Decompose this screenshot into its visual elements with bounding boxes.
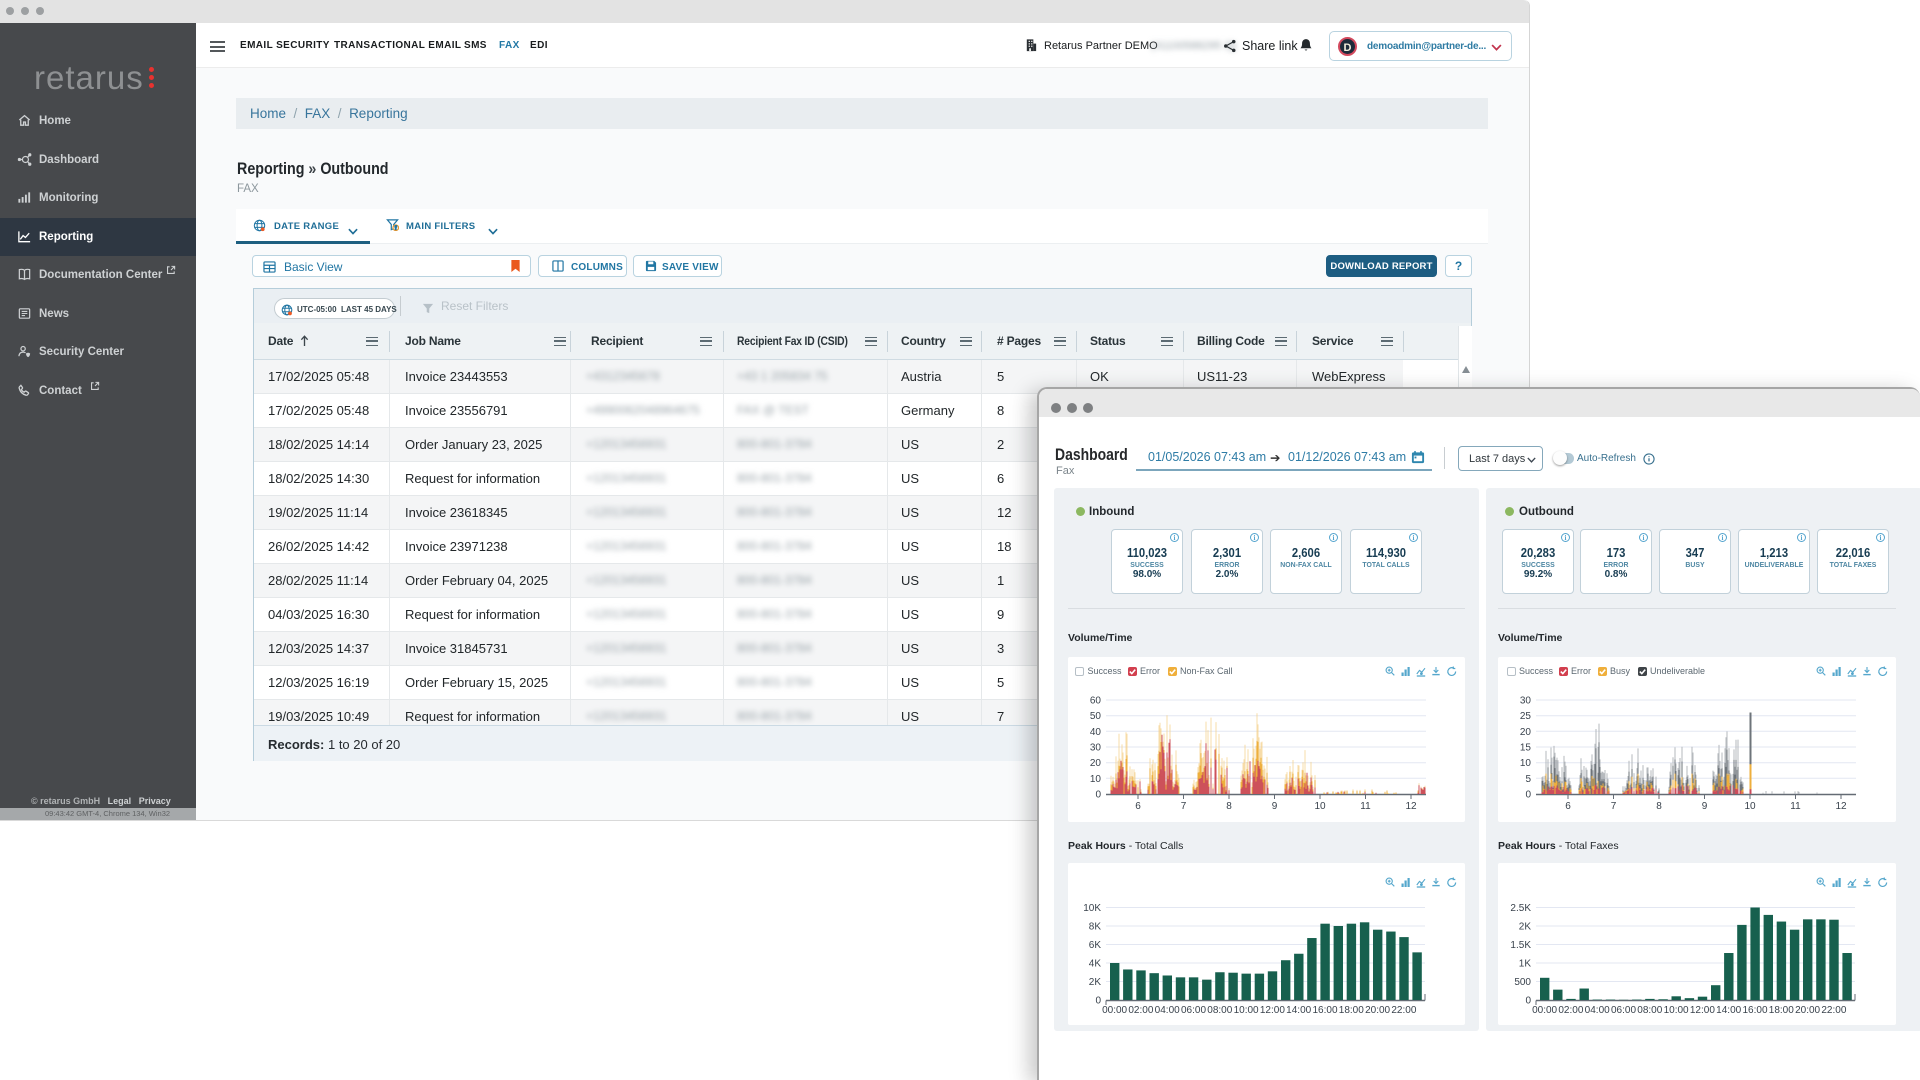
- svg-text:0: 0: [1525, 790, 1531, 801]
- svg-text:8: 8: [1226, 801, 1232, 812]
- svg-text:02:00: 02:00: [1558, 1005, 1583, 1016]
- svg-text:25: 25: [1520, 711, 1532, 722]
- svg-text:12:00: 12:00: [1260, 1005, 1285, 1016]
- svg-text:10:00: 10:00: [1664, 1005, 1689, 1016]
- svg-text:7: 7: [1181, 801, 1187, 812]
- svg-text:02:00: 02:00: [1128, 1005, 1153, 1016]
- svg-text:10: 10: [1090, 774, 1102, 785]
- svg-text:30: 30: [1090, 743, 1102, 754]
- svg-text:20:00: 20:00: [1365, 1005, 1390, 1016]
- svg-text:12: 12: [1835, 801, 1847, 812]
- svg-text:08:00: 08:00: [1207, 1005, 1232, 1016]
- svg-text:04:00: 04:00: [1155, 1005, 1180, 1016]
- svg-text:500: 500: [1514, 977, 1531, 988]
- svg-text:18:00: 18:00: [1769, 1005, 1794, 1016]
- svg-text:00:00: 00:00: [1532, 1005, 1557, 1016]
- svg-text:22:00: 22:00: [1821, 1005, 1846, 1016]
- svg-text:20: 20: [1090, 758, 1102, 769]
- svg-text:40: 40: [1090, 727, 1102, 738]
- svg-text:10K: 10K: [1083, 903, 1101, 914]
- svg-text:10:00: 10:00: [1234, 1005, 1259, 1016]
- svg-text:2K: 2K: [1519, 922, 1532, 933]
- svg-text:6K: 6K: [1089, 940, 1102, 951]
- svg-text:22:00: 22:00: [1391, 1005, 1416, 1016]
- svg-text:16:00: 16:00: [1742, 1005, 1767, 1016]
- svg-text:9: 9: [1272, 801, 1278, 812]
- svg-text:15: 15: [1520, 743, 1532, 754]
- svg-text:20: 20: [1520, 727, 1532, 738]
- svg-text:7: 7: [1611, 801, 1617, 812]
- svg-text:12: 12: [1405, 801, 1417, 812]
- svg-text:8K: 8K: [1089, 922, 1102, 933]
- svg-text:6: 6: [1565, 801, 1571, 812]
- svg-text:2K: 2K: [1089, 977, 1102, 988]
- svg-text:06:00: 06:00: [1611, 1005, 1636, 1016]
- svg-text:10: 10: [1314, 801, 1326, 812]
- svg-text:30: 30: [1520, 696, 1532, 707]
- svg-text:16:00: 16:00: [1312, 1005, 1337, 1016]
- svg-text:06:00: 06:00: [1181, 1005, 1206, 1016]
- svg-text:14:00: 14:00: [1286, 1005, 1311, 1016]
- svg-text:6: 6: [1135, 801, 1141, 812]
- svg-text:12:00: 12:00: [1690, 1005, 1715, 1016]
- svg-text:14:00: 14:00: [1716, 1005, 1741, 1016]
- svg-text:0: 0: [1095, 996, 1101, 1007]
- svg-text:10: 10: [1520, 758, 1532, 769]
- svg-text:1.5K: 1.5K: [1510, 940, 1531, 951]
- svg-text:8: 8: [1656, 801, 1662, 812]
- svg-text:20:00: 20:00: [1795, 1005, 1820, 1016]
- svg-text:18:00: 18:00: [1339, 1005, 1364, 1016]
- svg-text:10: 10: [1744, 801, 1756, 812]
- svg-text:50: 50: [1090, 711, 1102, 722]
- svg-text:5: 5: [1525, 774, 1531, 785]
- svg-text:2.5K: 2.5K: [1510, 903, 1531, 914]
- svg-text:1K: 1K: [1519, 959, 1532, 970]
- svg-text:0: 0: [1095, 790, 1101, 801]
- svg-text:4K: 4K: [1089, 959, 1102, 970]
- svg-text:9: 9: [1702, 801, 1708, 812]
- svg-text:f: f: [395, 226, 397, 231]
- svg-text:60: 60: [1090, 696, 1102, 707]
- svg-text:0: 0: [1525, 996, 1531, 1007]
- svg-text:08:00: 08:00: [1637, 1005, 1662, 1016]
- svg-text:00:00: 00:00: [1102, 1005, 1127, 1016]
- svg-text:04:00: 04:00: [1585, 1005, 1610, 1016]
- svg-text:11: 11: [1790, 801, 1801, 812]
- svg-text:11: 11: [1360, 801, 1371, 812]
